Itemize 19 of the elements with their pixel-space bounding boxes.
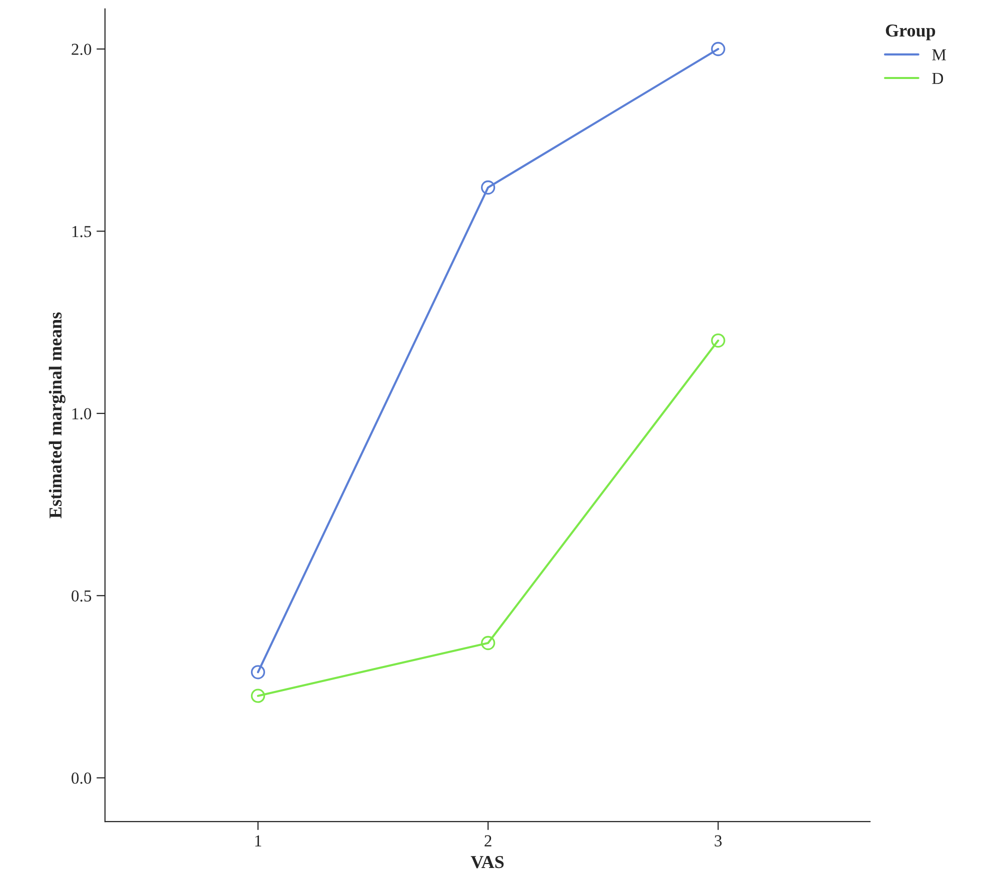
y-axis-title: Estimated marginal means: [48, 312, 66, 518]
y-tick-label: 1.5: [72, 226, 92, 238]
y-tick-label: 0.5: [72, 590, 92, 602]
point: [480, 180, 496, 195]
legend-label: D: [932, 72, 944, 84]
x-tick-label: 1: [255, 835, 262, 846]
x-axis-title: VAS: [470, 856, 504, 868]
legend-title: Group: [886, 24, 936, 40]
y-tick-label: 1.0: [72, 408, 92, 420]
point: [250, 688, 266, 703]
point: [711, 42, 726, 56]
x-tick-label: 3: [714, 835, 722, 846]
y-tick-label: 0.0: [72, 772, 92, 784]
y-tick-label: 2.0: [72, 44, 92, 56]
legend-label: M: [932, 49, 946, 60]
x-tick-label: 2: [484, 835, 492, 846]
point: [250, 665, 266, 680]
point: [711, 333, 726, 348]
point: [480, 636, 496, 650]
